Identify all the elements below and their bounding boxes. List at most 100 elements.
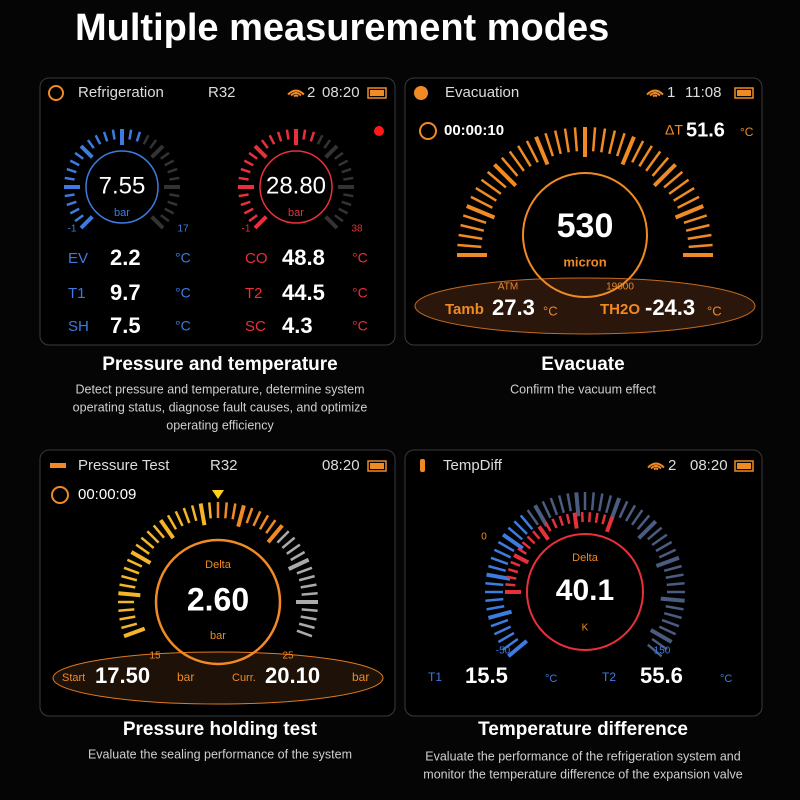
gauge-tick [490,556,509,566]
gauge-tick [300,583,317,589]
reading-value: 15.5 [465,663,508,688]
gauge-tick [557,495,565,514]
gauge-tick [316,134,324,145]
gauge-tick [111,129,116,140]
reading-value: 44.5 [282,280,325,305]
gauge-tick [301,592,318,596]
gauge-tick [69,159,80,167]
gauge-tick [651,156,670,177]
gauge-tick [298,574,315,582]
label: Delta [572,552,599,564]
gauge-tick [526,509,539,526]
caption: Evacuate [541,354,624,375]
gauge-tick [500,156,519,177]
gauge-tick [563,128,570,153]
wifi-icon [653,467,659,471]
gauge-tick [647,643,663,658]
gauge-tick [118,591,141,598]
gauge-base [52,651,384,705]
wifi-icon [290,92,302,97]
gauge-tick [149,139,158,149]
gauge-tick [534,135,550,166]
gauge-tick [544,132,555,157]
gauge-tick [618,500,629,519]
reading-unit: °C [175,285,191,301]
gauge-tick [296,629,313,638]
gauge-tick [119,615,136,621]
gauge-tick [532,530,541,540]
gauge-tick [663,612,682,620]
gauge-tick [541,500,552,519]
gauge-tick [677,195,700,209]
gauge-tick [666,582,685,587]
gauge-tick [69,207,80,215]
gauge-tick [573,127,579,152]
gauge-tick [334,151,344,160]
battery-fill [737,463,751,469]
gauge-tick [683,214,708,225]
gauge-tick [243,159,254,167]
gauge-tick [174,510,184,527]
gauge-tick [248,151,258,160]
timer: 00:00:10 [444,122,504,139]
gauge-tick [64,193,75,198]
gauge-tick [507,568,519,574]
gauge-tick [668,178,690,195]
gauge-tick [485,597,504,602]
gauge-tick [159,518,175,540]
reading-value: 48.8 [282,245,325,270]
screen-frame [404,449,763,717]
gauge-tick [208,502,212,519]
gauge-tick [526,535,536,545]
gauge-ring [154,538,282,666]
screen-frame [39,77,396,346]
reading-unit: bar [177,670,194,684]
gauge-tick [182,507,191,524]
gauge-tick [493,625,512,636]
gauge-tick [501,533,524,551]
gauge-tick [687,233,712,240]
gauge-tick [638,145,653,167]
gauge-tick [620,135,636,166]
gauge-tick [486,170,507,189]
description: Evaluate the sealing performance of the … [88,747,352,761]
icon [48,85,64,101]
label: 25 [282,651,294,662]
gauge-tick [517,145,532,167]
gauge-tick [224,502,228,519]
gauge-ring [85,150,159,224]
reading-value: 9.7 [110,280,141,305]
reading-label: SC [245,318,266,335]
gauge-tick [248,214,258,223]
reading-unit: °C [543,303,558,318]
wifi-icon [650,465,662,470]
reading-label: Tamb [445,301,484,318]
gauge-tick [253,215,268,230]
gauge-tick [135,543,150,555]
reading-value: 51.6 [686,119,725,141]
label: Delta [205,559,232,571]
gauge-tick [238,176,249,181]
reading-label: T2 [245,285,263,302]
gauge-tick [252,510,262,527]
label: ΔT [665,122,683,138]
gauge-tick [74,151,84,160]
gauge-base [414,277,756,335]
gauge-tick [502,638,519,651]
caption: Pressure and temperature [102,354,338,375]
reading-label: SH [68,318,89,335]
gauge-tick [287,557,310,571]
gauge-tick [470,195,493,209]
reading-value: 2.2 [110,245,141,270]
gauge-tick [245,507,254,524]
gauge-tick [160,214,170,223]
gauge-value: 2.60 [187,581,249,617]
gauge-tick [652,163,677,188]
gauge-tick [324,215,339,230]
gauge-tick [608,130,617,155]
reading-value: 17.50 [95,663,150,688]
gauge-tick [651,533,668,546]
gauge-tick [651,638,668,651]
gauge-tick [493,548,512,559]
